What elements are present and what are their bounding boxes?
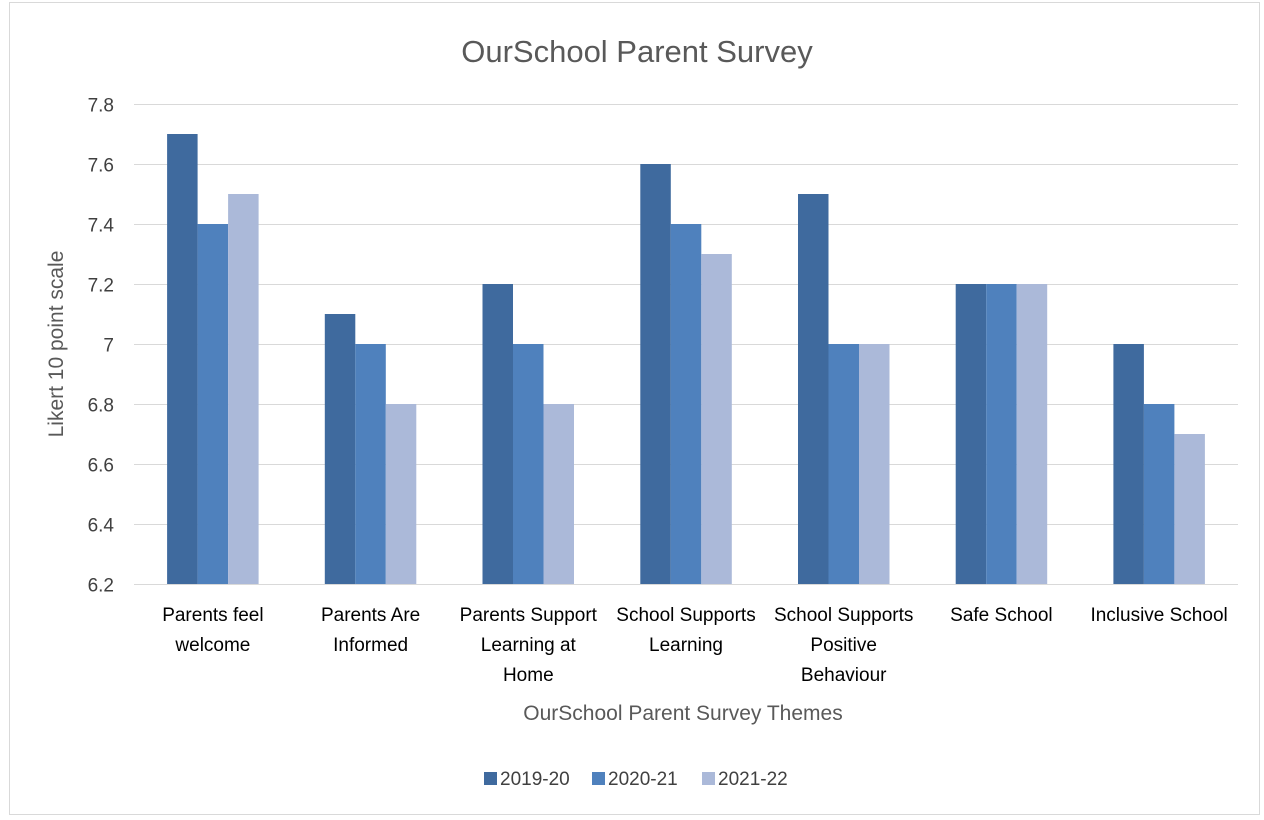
- bar-2019-20-cat-5: [955, 284, 987, 584]
- y-tick-label: 6.4: [88, 516, 115, 537]
- legend-label: 2021-22: [718, 769, 788, 790]
- x-category-label: Parents Are: [321, 605, 420, 626]
- x-category-label: welcome: [174, 635, 250, 656]
- x-category-label: Home: [503, 665, 554, 686]
- bar-2021-22-cat-4: [859, 344, 890, 584]
- y-axis-title: Likert 10 point scale: [45, 251, 68, 438]
- x-axis-category-labels: Parents feel welcome Parents Are Informed Pa…: [162, 605, 1228, 686]
- bar-2019-20-cat-2: [482, 284, 513, 584]
- y-tick-label: 7.8: [88, 96, 114, 117]
- y-tick-label: 6.2: [88, 576, 114, 597]
- legend: 2019-20 2020-21 2021-22: [484, 769, 788, 790]
- x-category-label: School Supports: [616, 605, 755, 626]
- chart-title: OurSchool Parent Survey: [461, 34, 813, 69]
- y-tick-label: 7.4: [88, 216, 115, 237]
- bar-2021-22-cat-5: [1016, 284, 1048, 584]
- x-category-label: Positive: [810, 635, 877, 656]
- bar-2021-22-cat-3: [701, 254, 732, 584]
- legend-swatch-2019-20: [484, 772, 497, 785]
- y-tick-label: 7.6: [88, 156, 114, 177]
- x-category-label: Safe School: [950, 605, 1052, 626]
- y-axis-ticks: 6.2 6.4 6.6 6.8 7 7.2 7.4 7.6 7.8: [88, 96, 115, 597]
- bar-2020-21-cat-6: [1143, 404, 1175, 584]
- bar-2019-20-cat-3: [640, 164, 671, 584]
- bars: [167, 134, 1205, 584]
- y-tick-label: 6.8: [88, 396, 114, 417]
- legend-label: 2019-20: [500, 769, 570, 790]
- bar-2019-20-cat-6: [1113, 344, 1144, 584]
- x-category-label: Inclusive School: [1090, 605, 1227, 626]
- y-tick-label: 7.2: [88, 276, 114, 297]
- x-category-label: Informed: [333, 635, 408, 656]
- bar-2021-22-cat-0: [228, 194, 259, 584]
- x-category-label: Learning: [649, 635, 723, 656]
- x-category-label: Parents Support: [460, 605, 598, 626]
- x-category-label: Learning at: [481, 635, 577, 656]
- bar-2020-21-cat-4: [828, 344, 859, 584]
- legend-label: 2020-21: [608, 769, 678, 790]
- x-axis-title: OurSchool Parent Survey Themes: [523, 702, 842, 725]
- bar-2021-22-cat-6: [1174, 434, 1205, 584]
- bar-2020-21-cat-0: [197, 224, 229, 584]
- x-category-label: Parents feel: [162, 605, 263, 626]
- legend-swatch-2020-21: [592, 772, 605, 785]
- bar-2020-21-cat-2: [513, 344, 544, 584]
- bar-2021-22-cat-1: [385, 404, 417, 584]
- bar-2020-21-cat-1: [355, 344, 386, 584]
- y-tick-label: 6.6: [88, 456, 114, 477]
- bar-2019-20-cat-4: [798, 194, 829, 584]
- bar-2020-21-cat-5: [986, 284, 1017, 584]
- bar-2020-21-cat-3: [670, 224, 702, 584]
- bar-2019-20-cat-1: [324, 314, 356, 584]
- bar-2021-22-cat-2: [543, 404, 574, 584]
- y-tick-label: 7: [103, 336, 114, 357]
- x-category-label: Behaviour: [801, 665, 887, 686]
- x-category-label: School Supports: [774, 605, 913, 626]
- legend-swatch-2021-22: [702, 772, 715, 785]
- bar-2019-20-cat-0: [167, 134, 198, 584]
